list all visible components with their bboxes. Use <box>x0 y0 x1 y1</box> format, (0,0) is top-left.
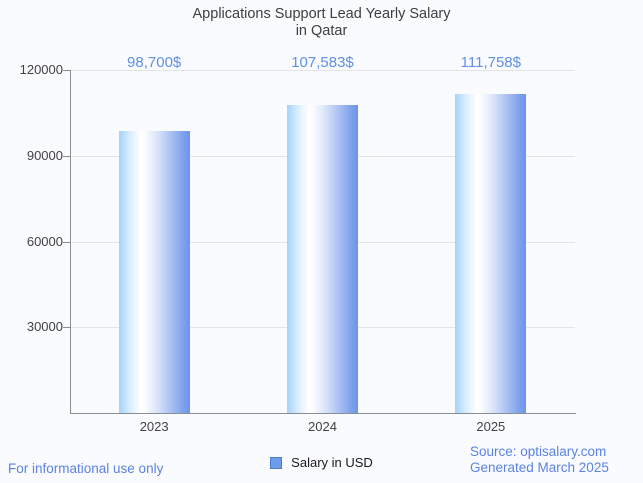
chart-title: Applications Support Lead Yearly Salary … <box>0 6 643 40</box>
bar-2025[interactable] <box>455 93 527 413</box>
y-tick-label-120000: 120000 <box>19 62 63 77</box>
y-tick-label-90000: 90000 <box>26 148 63 163</box>
chart-title-line1: Applications Support Lead Yearly Salary <box>192 6 451 22</box>
value-label-2025: 111,758$ <box>460 54 521 71</box>
generated-line: Generated March 2025 <box>470 460 609 475</box>
gridline-120000 <box>70 70 575 71</box>
y-tick-label-30000: 30000 <box>26 319 63 334</box>
source-line: Source: optisalary.com <box>470 444 607 459</box>
y-tick-30000 <box>63 327 70 328</box>
x-axis-label-2025: 2025 <box>476 419 506 434</box>
legend-label: Salary in USD <box>291 455 373 470</box>
legend-swatch-icon <box>270 456 283 469</box>
value-label-2023: 98,700$ <box>127 54 182 71</box>
y-tick-60000 <box>63 242 70 243</box>
y-tick-120000 <box>63 70 70 71</box>
source-attribution: Source: optisalary.com Generated March 2… <box>470 444 609 476</box>
disclaimer-text: For informational use only <box>8 461 164 476</box>
y-tick-label-60000: 60000 <box>26 234 63 249</box>
legend: Salary in USD <box>0 455 643 470</box>
bar-2024[interactable] <box>287 105 358 413</box>
y-axis-line <box>70 70 71 413</box>
x-axis-line <box>70 413 576 414</box>
y-tick-90000 <box>63 156 70 157</box>
x-axis-label-2024: 2024 <box>308 419 337 434</box>
bar-2023[interactable] <box>118 130 190 413</box>
value-label-2024: 107,583$ <box>291 54 354 71</box>
chart-title-line2: in Qatar <box>295 23 348 39</box>
x-axis-label-2023: 2023 <box>139 419 169 434</box>
